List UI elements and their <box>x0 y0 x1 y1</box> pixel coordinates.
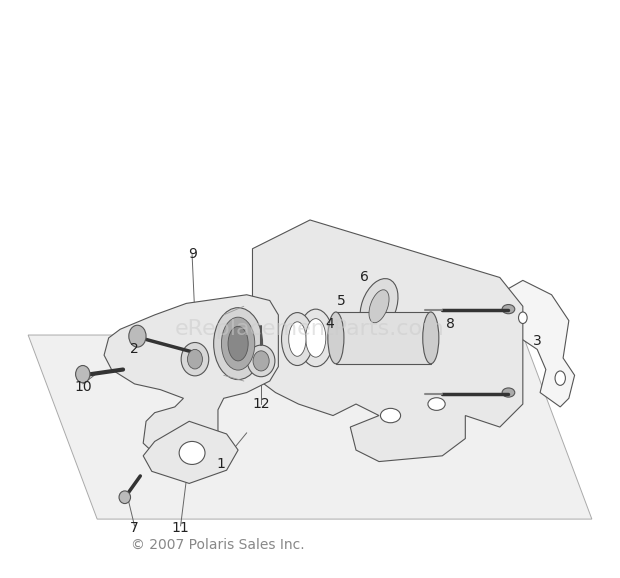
Polygon shape <box>252 220 523 462</box>
Ellipse shape <box>281 313 313 365</box>
Polygon shape <box>503 280 575 407</box>
Text: 8: 8 <box>446 317 455 331</box>
Text: 7: 7 <box>130 521 139 535</box>
Text: 6: 6 <box>360 271 369 284</box>
Text: 1: 1 <box>216 457 225 472</box>
Ellipse shape <box>214 307 262 380</box>
Ellipse shape <box>181 343 209 376</box>
Polygon shape <box>143 421 238 483</box>
Ellipse shape <box>289 322 306 356</box>
Text: 12: 12 <box>252 397 270 411</box>
Text: 9: 9 <box>188 247 197 261</box>
Text: 11: 11 <box>172 521 190 535</box>
Ellipse shape <box>247 345 275 377</box>
Ellipse shape <box>221 317 255 370</box>
Ellipse shape <box>129 325 146 347</box>
Text: 2: 2 <box>130 342 139 357</box>
Polygon shape <box>104 295 278 453</box>
Ellipse shape <box>428 398 445 410</box>
Ellipse shape <box>179 442 205 465</box>
Text: 10: 10 <box>74 380 92 394</box>
Ellipse shape <box>187 349 203 369</box>
Ellipse shape <box>253 351 269 371</box>
Ellipse shape <box>306 318 326 357</box>
Ellipse shape <box>298 309 333 366</box>
Ellipse shape <box>360 279 398 334</box>
Ellipse shape <box>423 312 439 364</box>
Ellipse shape <box>381 409 401 423</box>
Ellipse shape <box>502 305 515 314</box>
Text: 5: 5 <box>337 294 346 307</box>
Ellipse shape <box>119 491 131 503</box>
Text: 3: 3 <box>533 334 542 348</box>
Ellipse shape <box>555 371 565 386</box>
Ellipse shape <box>328 312 344 364</box>
Ellipse shape <box>518 312 527 324</box>
Text: © 2007 Polaris Sales Inc.: © 2007 Polaris Sales Inc. <box>131 538 305 552</box>
Polygon shape <box>336 312 431 364</box>
Polygon shape <box>28 335 592 519</box>
Text: eReplacementParts.com: eReplacementParts.com <box>175 319 445 339</box>
Ellipse shape <box>369 290 389 323</box>
Ellipse shape <box>502 388 515 397</box>
Ellipse shape <box>228 327 248 361</box>
Text: 4: 4 <box>326 317 335 331</box>
Ellipse shape <box>76 365 90 383</box>
